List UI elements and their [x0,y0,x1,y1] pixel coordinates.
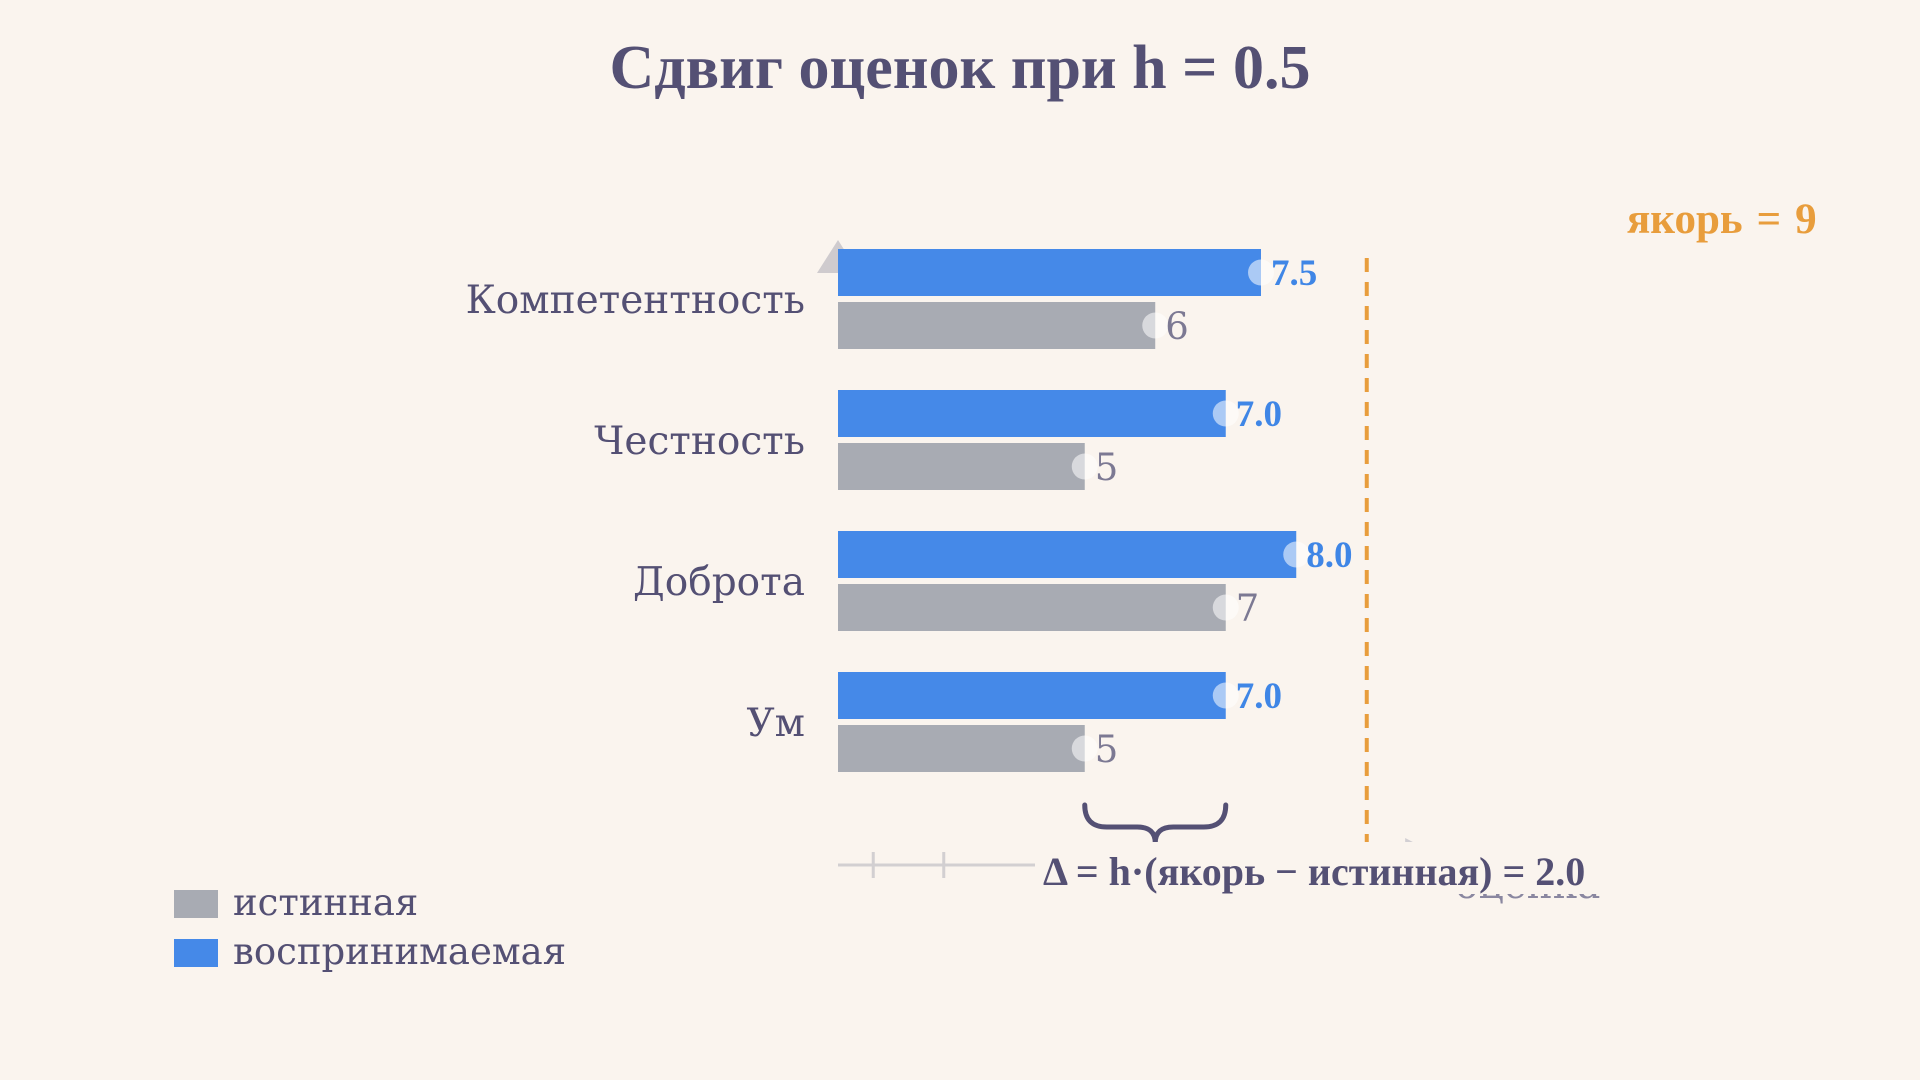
true-value-label: 6 [1165,305,1189,348]
perceived-value-label: 8.0 [1306,535,1352,576]
category-label: Ум [746,701,805,746]
perceived-value-label: 7.5 [1271,253,1317,294]
bar-group: Компетентность 7.5 6 [466,249,1317,349]
bar-group: Ум 7.0 5 [746,672,1282,772]
legend-swatch [174,939,218,967]
bar-group: Честность 7.0 5 [594,390,1282,490]
legend-swatch [174,890,218,918]
true-bar [838,443,1085,490]
delta-label-bg [1035,842,1680,894]
perceived-bar [838,672,1226,719]
anchor-annotation: якорь = 9 Δ = h·(якорь − истинная) = 2.0 [1035,196,1817,894]
delta-formula: Δ = h·(якорь − истинная) = 2.0 [1043,849,1585,894]
perceived-bar-glow [1248,259,1274,286]
true-bar [838,584,1226,631]
true-bar-glow [1142,312,1169,339]
true-bar-glow [1071,453,1098,480]
true-value-label: 7 [1236,587,1260,630]
perceived-bar [838,390,1226,437]
true-bar-glow [1071,735,1098,762]
category-label: Компетентность [466,278,805,323]
true-value-label: 5 [1095,446,1119,489]
perceived-value-label: 7.0 [1236,394,1282,435]
anchor-label-eq: = [1757,196,1782,243]
anchor-label-value: 9 [1795,196,1817,243]
legend-label: воспринимаемая [233,930,566,973]
bar-group: Доброта 8.0 7 [633,531,1353,631]
category-label: Честность [594,419,805,464]
perceived-bar-glow [1283,541,1310,568]
true-bar [838,725,1085,772]
bars: Компетентность 7.5 6 Честность 7.0 5 Доброта 8.… [466,249,1353,772]
true-bar-glow [1212,594,1239,621]
delta-bracket [1082,802,1229,844]
perceived-bar [838,531,1297,578]
anchor-label: якорь = 9 [1627,196,1817,243]
legend: истинная воспринимаемая [174,881,566,973]
true-value-label: 5 [1095,728,1119,771]
perceived-bar [838,249,1261,296]
perceived-bar-glow [1212,682,1239,709]
anchor-label-name: якорь [1627,196,1743,243]
category-label: Доброта [633,560,805,605]
true-bar [838,302,1156,349]
perceived-value-label: 7.0 [1236,676,1282,717]
perceived-bar-glow [1212,400,1239,427]
chart-title: Сдвиг оценок при h = 0.5 [610,34,1311,102]
legend-label: истинная [233,881,418,924]
